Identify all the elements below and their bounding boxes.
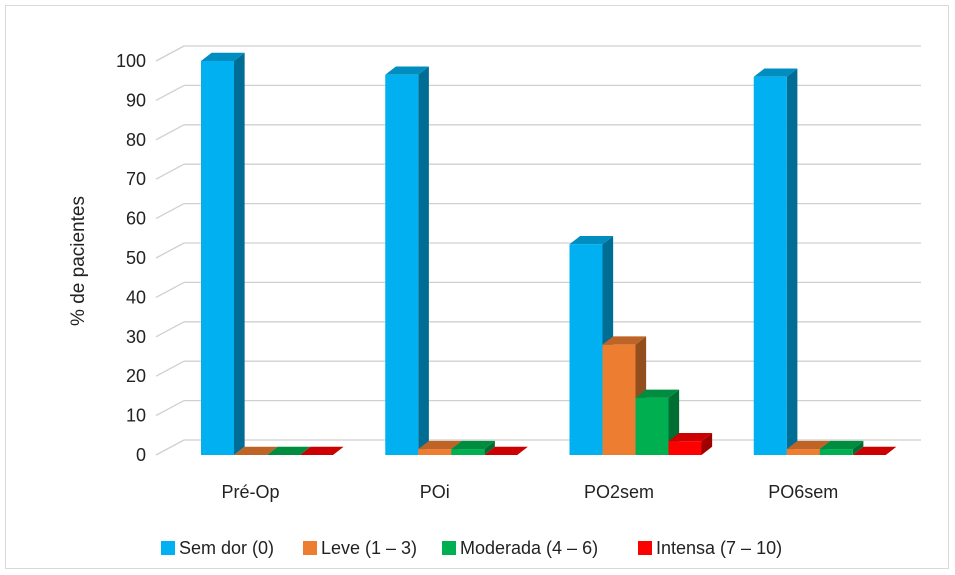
chart-frame: 0 10 20 30 40 50 60 70 80 90 100 % de pacientes Pr… — [5, 5, 949, 569]
gridline-diagonal — [155, 163, 185, 180]
bar-chart: 0 10 20 30 40 50 60 70 80 90 100 % de pacientes Pr… — [68, 45, 921, 558]
y-tick-label: 20 — [126, 366, 146, 386]
bar — [484, 446, 528, 455]
legend-entry: Sem dor (0) — [161, 538, 274, 558]
bars — [201, 52, 897, 455]
bar-top — [852, 446, 897, 455]
bar-top — [300, 446, 344, 455]
legend-label: Leve (1 – 3) — [321, 538, 417, 558]
y-tick-label: 60 — [126, 209, 146, 229]
x-tick-label: POi — [420, 482, 450, 502]
gridline-diagonal — [155, 400, 185, 417]
bar — [753, 68, 798, 455]
bar — [668, 432, 713, 455]
bar-top — [451, 440, 495, 450]
legend-swatch — [161, 541, 175, 555]
y-tick-label: 50 — [126, 248, 146, 268]
bar-top — [484, 446, 528, 455]
legend-swatch — [303, 541, 317, 555]
bar-top — [753, 68, 798, 77]
legend-entry: Moderada (4 – 6) — [442, 538, 598, 558]
bar — [451, 440, 495, 455]
bar-front — [385, 74, 419, 455]
bar-top — [635, 389, 680, 398]
bar-front — [201, 61, 234, 455]
bar-top — [385, 66, 429, 75]
gridlines — [155, 45, 921, 456]
bar-top — [602, 336, 647, 345]
y-tick-labels: 0 10 20 30 40 50 60 70 80 90 100 — [116, 51, 146, 465]
bar-side — [786, 68, 798, 455]
legend-label: Intensa (7 – 10) — [656, 538, 782, 558]
x-tick-labels: Pré-Op POi PO2sem PO6sem — [221, 482, 838, 502]
bar-top — [267, 446, 311, 455]
gridline-diagonal — [155, 45, 185, 62]
y-tick-label: 100 — [116, 51, 146, 71]
bar-front — [602, 344, 636, 455]
bar-top — [234, 446, 278, 455]
gridline-diagonal — [155, 242, 185, 259]
bar-side — [852, 440, 864, 455]
bar — [819, 440, 864, 455]
bar-top — [786, 440, 831, 450]
x-tick-label: Pré-Op — [221, 482, 279, 502]
bar-side — [484, 440, 495, 455]
bar — [234, 446, 278, 455]
gridline-diagonal — [155, 360, 185, 377]
bar-top — [201, 52, 245, 61]
legend-swatch — [638, 541, 652, 555]
bar — [385, 66, 429, 455]
bar — [267, 446, 311, 455]
legend-label: Moderada (4 – 6) — [460, 538, 598, 558]
bar-front — [569, 244, 603, 455]
legend-label: Sem dor (0) — [179, 538, 274, 558]
gridline-diagonal — [155, 124, 185, 141]
legend-entry: Leve (1 – 3) — [303, 538, 417, 558]
bar-front — [786, 449, 820, 455]
legend-swatch — [442, 541, 456, 555]
y-tick-label: 30 — [126, 327, 146, 347]
y-tick-label: 70 — [126, 169, 146, 189]
bar-front — [418, 449, 452, 455]
bar-top — [668, 432, 713, 442]
bar — [201, 52, 245, 455]
bar-side — [418, 66, 429, 455]
bar-front — [635, 397, 669, 455]
y-tick-label: 40 — [126, 287, 146, 307]
x-tick-label: PO6sem — [768, 482, 838, 502]
bar-front — [668, 441, 702, 455]
bar-side — [234, 52, 245, 455]
gridline-diagonal — [155, 281, 185, 298]
bar-top — [819, 440, 864, 450]
y-tick-label: 10 — [126, 406, 146, 426]
legend: Sem dor (0) Leve (1 – 3) Moderada (4 – 6) I… — [161, 538, 782, 558]
y-axis-label: % de pacientes — [68, 196, 89, 326]
legend-entry: Intensa (7 – 10) — [638, 538, 782, 558]
bar-top — [569, 235, 614, 245]
y-tick-label: 80 — [126, 130, 146, 150]
x-tick-label: PO2sem — [584, 482, 654, 502]
bar-top — [418, 440, 462, 450]
bar-front — [819, 449, 853, 455]
y-tick-label: 0 — [136, 445, 146, 465]
y-tick-label: 90 — [126, 90, 146, 110]
gridline-diagonal — [155, 321, 185, 338]
bar-front — [753, 76, 787, 455]
bar-side — [701, 432, 713, 455]
bar — [300, 446, 344, 455]
bar — [852, 446, 897, 455]
gridline-diagonal — [155, 439, 185, 456]
bar-front — [451, 449, 485, 455]
gridline-diagonal — [155, 203, 185, 220]
gridline-diagonal — [155, 84, 185, 101]
